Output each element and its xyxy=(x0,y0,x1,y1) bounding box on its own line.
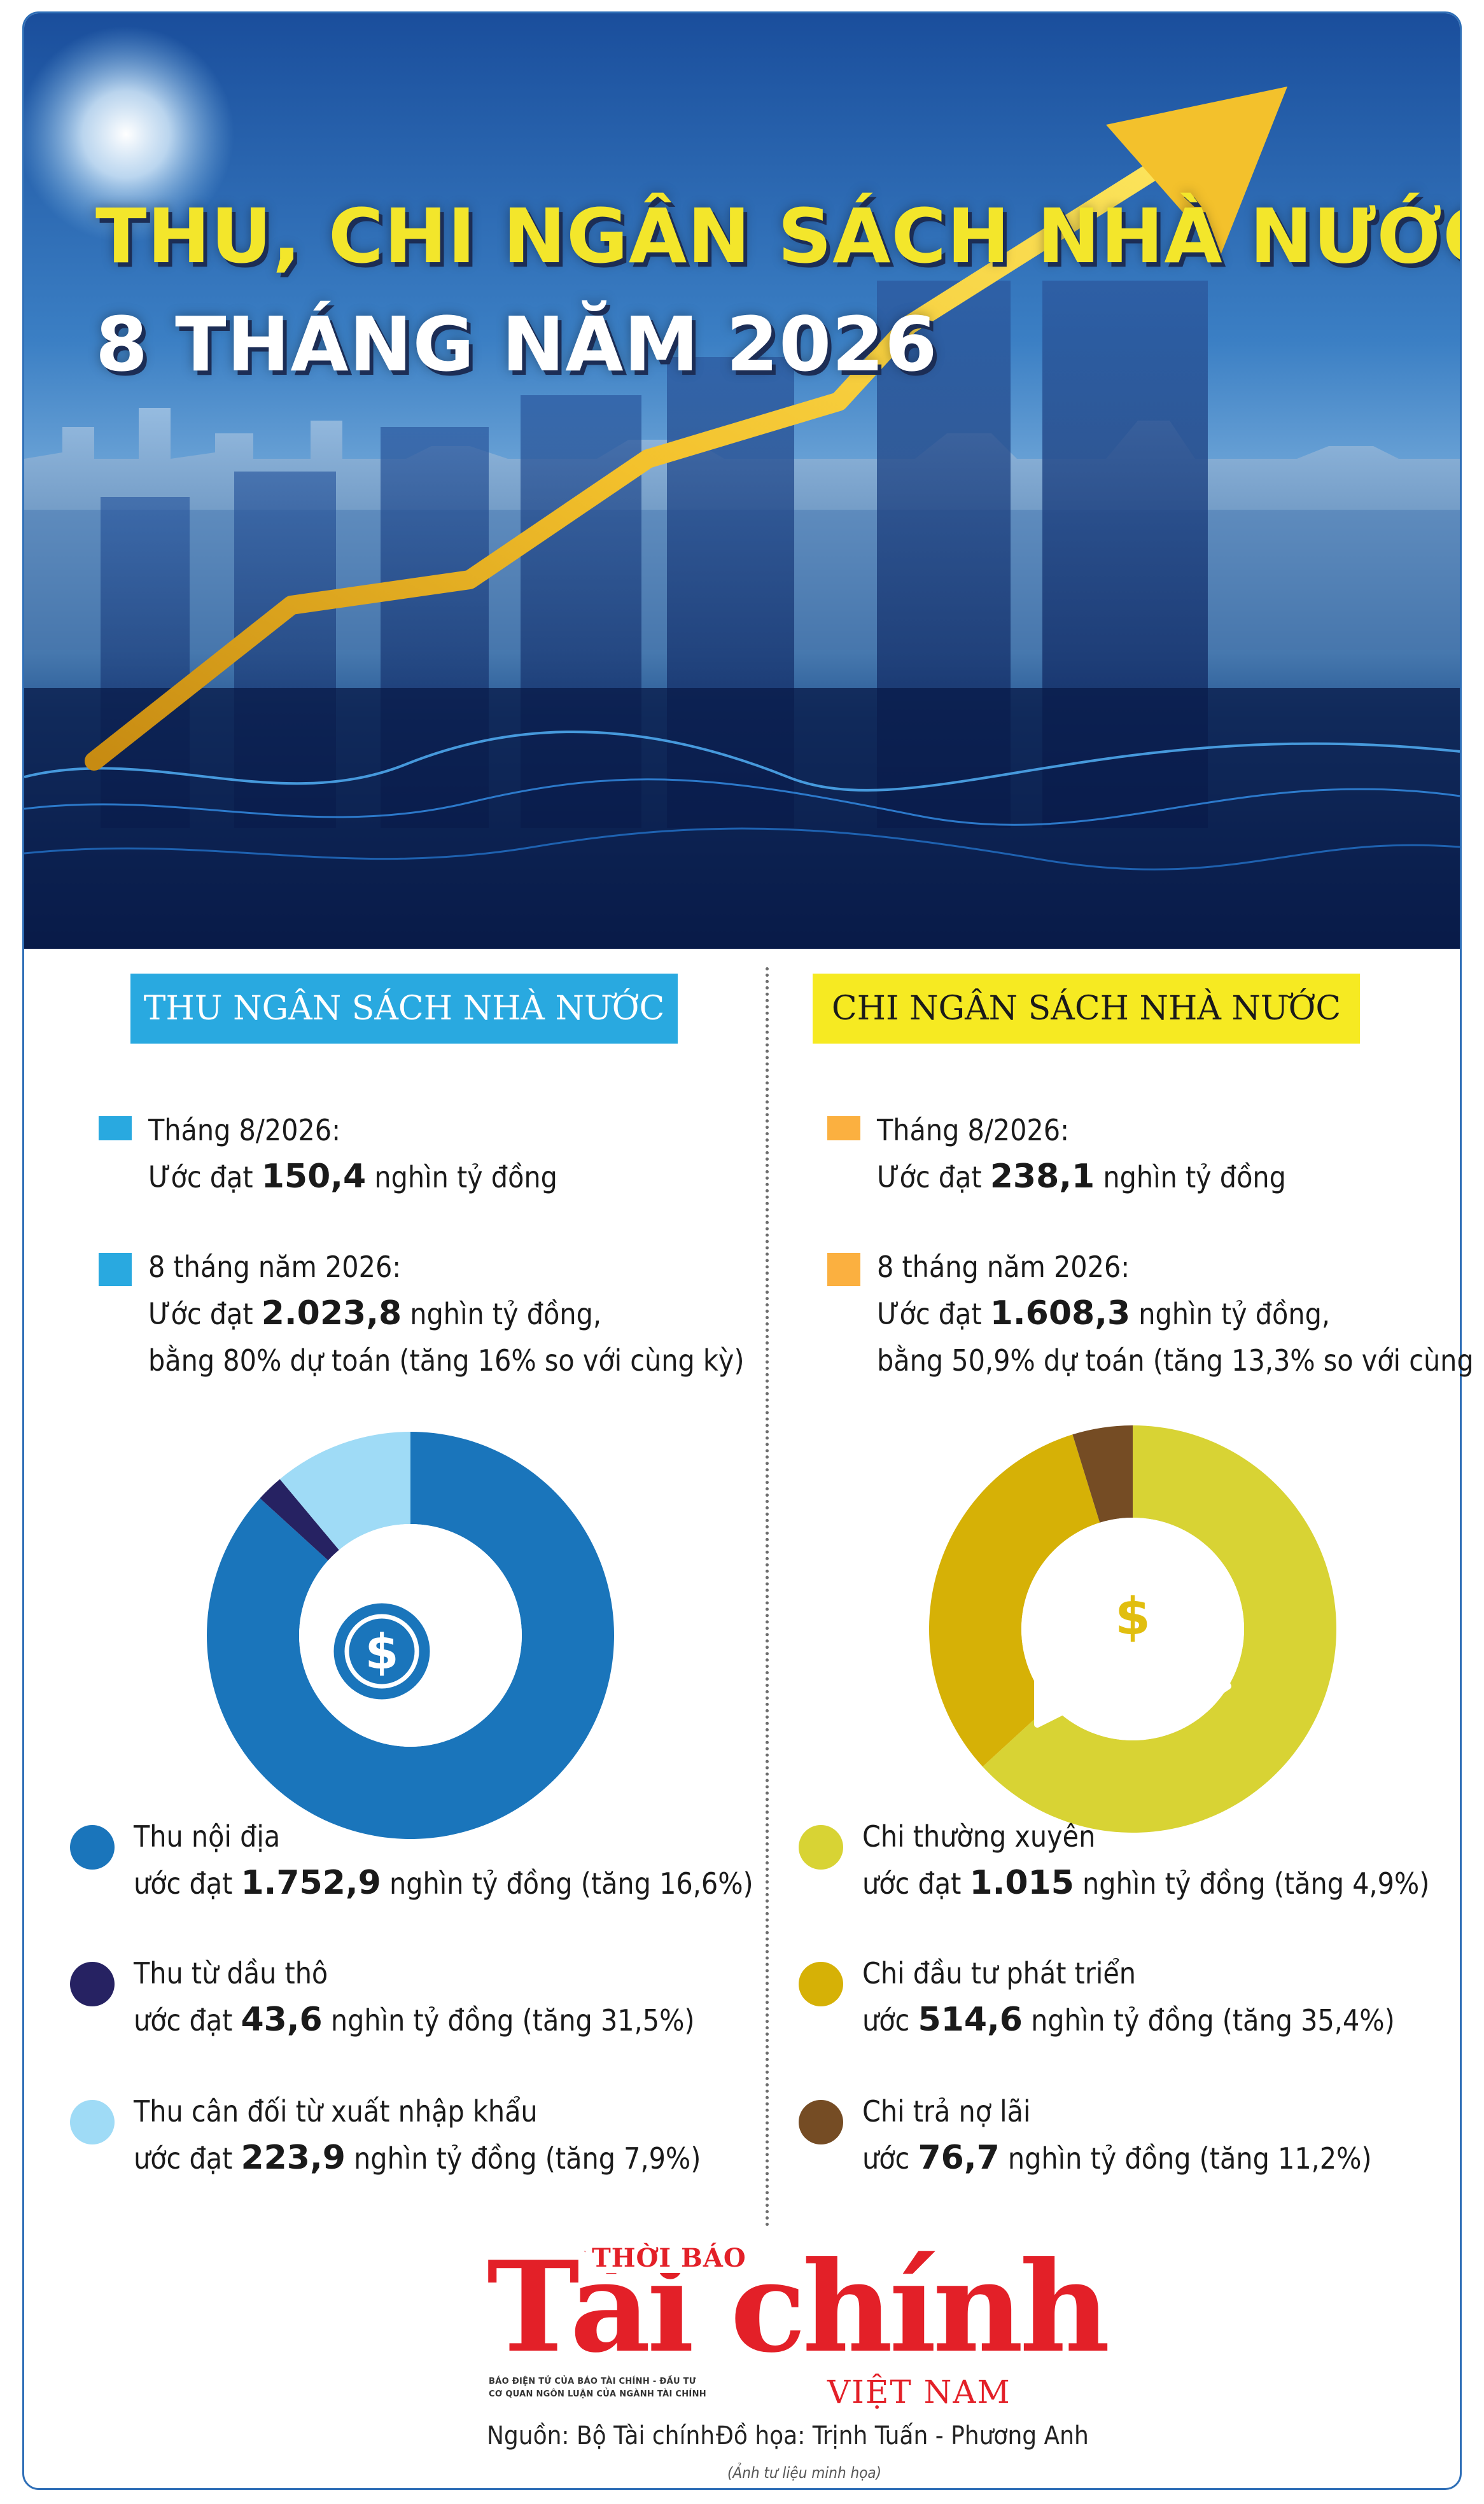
expenditure-heading: CHI NGÂN SÁCH NHÀ NƯỚC xyxy=(813,974,1360,1044)
expenditure-ytd-line: Ước đạt 1.608,3 nghìn tỷ đồng, xyxy=(877,1294,1330,1332)
photo-note: (Ảnh tư liệu minh họa) xyxy=(727,2464,882,2482)
publisher-country: VIỆT NAM xyxy=(827,2374,1011,2410)
legend-label: Chi đầu tư phát triển xyxy=(862,1956,1137,1990)
revenue-month-value: 150,4 xyxy=(261,1158,367,1196)
revenue-heading: THU NGÂN SÁCH NHÀ NƯỚC xyxy=(130,974,678,1044)
legend-square-icon xyxy=(827,1253,860,1286)
revenue-slice-2 xyxy=(260,1479,339,1561)
legend-square-icon xyxy=(99,1253,132,1286)
expenditure-ytd-note: bằng 50,9% dự toán (tăng 13,3% so với cù… xyxy=(877,1343,1484,1378)
publisher-logo: Tài chính xyxy=(487,2234,1110,2381)
graphics-credit: Đồ họa: Trịnh Tuấn - Phương Anh xyxy=(716,2421,1089,2451)
expenditure-month-value: 238,1 xyxy=(990,1158,1095,1196)
expenditure-slice-2 xyxy=(929,1434,1100,1767)
hero-title: THU, CHI NGÂN SÁCH NHÀ NƯỚC xyxy=(95,192,1460,280)
expenditure-month-line: Ước đạt 238,1 nghìn tỷ đồng xyxy=(877,1158,1286,1196)
revenue-month-line: Ước đạt 150,4 nghìn tỷ đồng xyxy=(148,1158,557,1196)
expenditure-ytd-value: 1.608,3 xyxy=(990,1294,1131,1332)
legend-label: Chi trả nợ lãi xyxy=(862,2094,1031,2129)
coins-stack-icon: $ xyxy=(328,1569,484,1705)
legend-value-line: ước 514,6 nghìn tỷ đồng (tăng 35,4%) xyxy=(862,2001,1395,2039)
legend-value: 1.752,9 xyxy=(241,1864,381,1902)
column-divider xyxy=(766,967,769,2227)
revenue-ytd-note: bằng 80% dự toán (tăng 16% so với cùng k… xyxy=(148,1343,745,1378)
expenditure-slice-1 xyxy=(983,1425,1336,1833)
revenue-ytd-label: 8 tháng năm 2026: xyxy=(148,1250,402,1284)
legend-label: Thu từ dầu thô xyxy=(134,1956,328,1990)
svg-text:$: $ xyxy=(1115,1587,1151,1646)
revenue-ytd-value: 2.023,8 xyxy=(261,1294,402,1332)
expenditure-slice-3 xyxy=(1072,1425,1133,1523)
legend-value: 43,6 xyxy=(241,2001,323,2039)
publisher-tagline: BÁO ĐIỆN TỬ CỦA BÁO TÀI CHÍNH - ĐẦU TƯ xyxy=(489,2377,696,2386)
publisher-logo-top: THỜI BÁO xyxy=(585,2243,753,2273)
legend-value-line: ước 76,7 nghìn tỷ đồng (tăng 11,2%) xyxy=(862,2139,1372,2177)
legend-value-line: ước đạt 223,9 nghìn tỷ đồng (tăng 7,9%) xyxy=(134,2139,701,2177)
expenditure-donut-chart: $ xyxy=(929,1425,1336,1833)
legend-dot-icon xyxy=(70,2100,115,2144)
revenue-slice-3 xyxy=(279,1432,410,1550)
legend-value-line: ước đạt 43,6 nghìn tỷ đồng (tăng 31,5%) xyxy=(134,2001,695,2039)
revenue-ytd-line: Ước đạt 2.023,8 nghìn tỷ đồng, xyxy=(148,1294,601,1332)
expenditure-month-label: Tháng 8/2026: xyxy=(877,1113,1070,1147)
legend-value-line: ước đạt 1.015 nghìn tỷ đồng (tăng 4,9%) xyxy=(862,1864,1430,1902)
revenue-donut-chart: $ xyxy=(207,1432,615,1839)
revenue-slice-1 xyxy=(207,1432,615,1839)
legend-value: 1.015 xyxy=(969,1864,1074,1902)
legend-value: 514,6 xyxy=(918,2001,1023,2039)
legend-value: 76,7 xyxy=(918,2139,1000,2177)
expenditure-ytd-label: 8 tháng năm 2026: xyxy=(877,1250,1130,1284)
svg-text:$: $ xyxy=(365,1623,399,1680)
legend-label: Thu nội địa xyxy=(134,1819,281,1854)
legend-dot-icon xyxy=(799,1962,843,2006)
legend-dot-icon xyxy=(799,1825,843,1870)
revenue-month-label: Tháng 8/2026: xyxy=(148,1113,341,1147)
source-credit: Nguồn: Bộ Tài chính xyxy=(487,2421,715,2451)
legend-value-line: ước đạt 1.752,9 nghìn tỷ đồng (tăng 16,6… xyxy=(134,1864,753,1902)
legend-dot-icon xyxy=(799,2100,843,2144)
revenue-column: THU NGÂN SÁCH NHÀ NƯỚC Tháng 8/2026: Ước… xyxy=(70,961,753,2234)
hero-banner: THU, CHI NGÂN SÁCH NHÀ NƯỚC 8 THÁNG NĂM … xyxy=(24,13,1460,949)
legend-label: Thu cân đối từ xuất nhập khẩu xyxy=(134,2094,538,2129)
expenditure-column: CHI NGÂN SÁCH NHÀ NƯỚC Tháng 8/2026: Ước… xyxy=(799,961,1484,2234)
legend-dot-icon xyxy=(70,1825,115,1870)
legend-value: 223,9 xyxy=(241,2139,346,2177)
legend-dot-icon xyxy=(70,1962,115,2006)
legend-square-icon xyxy=(827,1116,860,1140)
infographic-frame: THU, CHI NGÂN SÁCH NHÀ NƯỚC 8 THÁNG NĂM … xyxy=(22,11,1462,2490)
hero-subtitle: 8 THÁNG NĂM 2026 xyxy=(95,300,938,388)
city-skyline-image xyxy=(24,13,1460,949)
legend-label: Chi thường xuyên xyxy=(862,1819,1096,1854)
money-bag-hand-icon: $ xyxy=(1034,1534,1231,1728)
legend-square-icon xyxy=(99,1116,132,1140)
publisher-tagline: CƠ QUAN NGÔN LUẬN CỦA NGÀNH TÀI CHÍNH xyxy=(489,2389,706,2399)
